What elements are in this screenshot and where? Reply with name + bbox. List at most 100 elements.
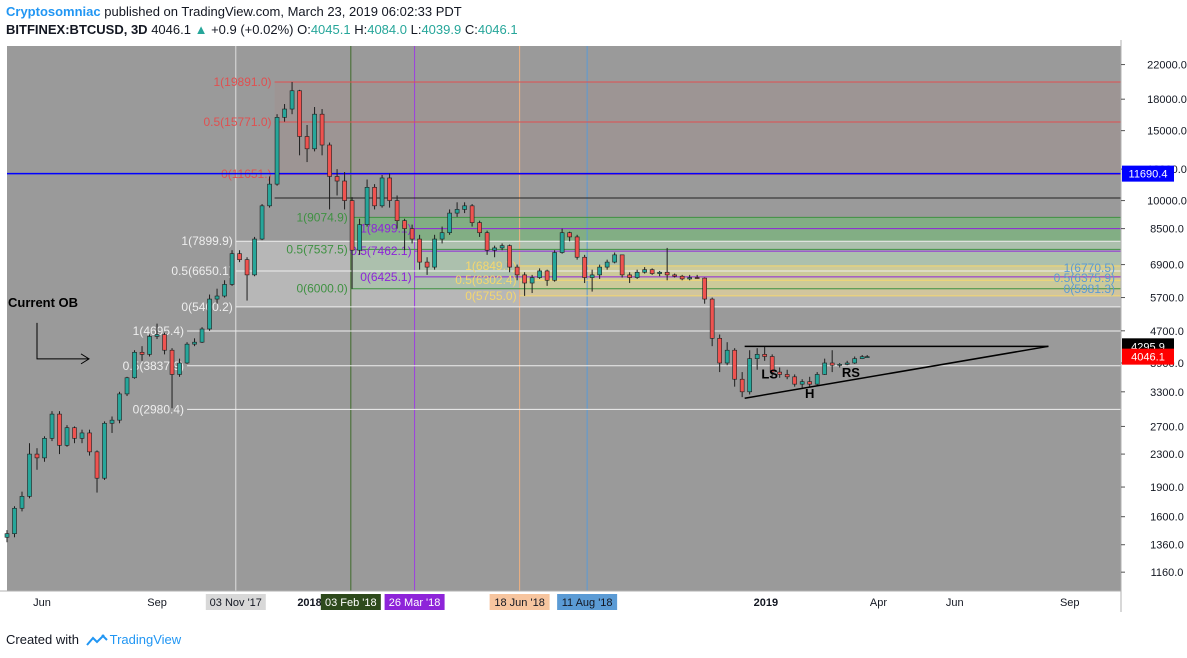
candle-body bbox=[102, 422, 107, 479]
fib-level-label: 1(4695.4) bbox=[133, 324, 184, 338]
candle-body bbox=[864, 356, 870, 358]
candle-body bbox=[297, 90, 302, 137]
candle-body bbox=[402, 220, 407, 229]
fib-level-label: 1(7899.9) bbox=[181, 234, 232, 248]
candle-body bbox=[319, 113, 325, 146]
candle-body bbox=[154, 334, 160, 337]
y-tick-label: 10000.0 bbox=[1147, 196, 1187, 208]
candle-body bbox=[642, 269, 647, 273]
author-link[interactable]: Cryptosomniac bbox=[6, 4, 101, 19]
candle-body bbox=[807, 381, 812, 385]
candle-body bbox=[64, 427, 70, 446]
close-value: 4046.1 bbox=[477, 22, 518, 37]
created-with-label: Created with bbox=[6, 632, 79, 647]
fib-level-label: 0(5400.2) bbox=[181, 300, 232, 314]
candle-body bbox=[492, 247, 497, 251]
low-label: L: bbox=[410, 22, 422, 37]
candle-body bbox=[177, 362, 182, 375]
candle-body bbox=[79, 432, 85, 439]
candle-body bbox=[672, 274, 677, 277]
candle-body bbox=[544, 270, 550, 281]
candle-body bbox=[207, 298, 212, 330]
candle-body bbox=[72, 427, 77, 439]
candle-body bbox=[552, 252, 557, 281]
candle-body bbox=[184, 343, 190, 364]
date-marker-tag bbox=[320, 594, 381, 610]
fib-level-label: 0.5(7462.1) bbox=[350, 244, 411, 258]
candle-body bbox=[762, 354, 767, 357]
fib-level-label: 0.5(6650.1) bbox=[171, 264, 232, 278]
price-tag-label: 11690.4 bbox=[1129, 169, 1168, 181]
candle-body bbox=[454, 209, 460, 214]
symbol-label[interactable]: BITFINEX:BTCUSD, 3D bbox=[6, 22, 148, 37]
price-tag bbox=[1122, 165, 1174, 182]
fib-level-label: 1(8499.1) bbox=[360, 222, 411, 236]
candle-body bbox=[499, 245, 505, 249]
candle-body bbox=[372, 186, 377, 207]
y-tick-label: 4700.0 bbox=[1150, 326, 1184, 338]
x-tick-label: Sep bbox=[1060, 597, 1080, 609]
ob-arrow-icon bbox=[36, 322, 90, 365]
candle-body bbox=[784, 374, 790, 378]
candle-body bbox=[702, 277, 707, 300]
fib-level-label: 1(19891.0) bbox=[214, 75, 272, 89]
y-tick-label: 15000.0 bbox=[1147, 126, 1187, 138]
candle-body bbox=[379, 177, 385, 207]
candle-body bbox=[139, 351, 145, 355]
candle-body bbox=[12, 507, 17, 534]
candle-body bbox=[484, 232, 490, 251]
candle-body bbox=[582, 256, 587, 278]
candle-body bbox=[34, 453, 40, 459]
candle-body bbox=[477, 222, 482, 234]
candle-body bbox=[222, 284, 227, 297]
candle-body bbox=[282, 108, 287, 118]
candle-body bbox=[732, 349, 737, 380]
annotation-current-ob: Current OB bbox=[8, 295, 78, 310]
annotation-ls: LS bbox=[761, 367, 778, 382]
candle-body bbox=[799, 381, 805, 385]
candle-body bbox=[844, 362, 850, 365]
right-fib-label: 0(5981.3) bbox=[1064, 282, 1115, 296]
candle-body bbox=[4, 533, 10, 538]
tradingview-brand[interactable]: TradingView bbox=[109, 632, 182, 647]
plot-pane bbox=[7, 46, 1121, 591]
candle-body bbox=[124, 377, 130, 395]
candle-body bbox=[304, 136, 310, 150]
candle-body bbox=[132, 351, 137, 379]
candle-body bbox=[792, 376, 797, 385]
candle-body bbox=[859, 356, 865, 359]
candle-body bbox=[664, 271, 670, 276]
candle-body bbox=[814, 374, 820, 385]
candle-body bbox=[289, 90, 295, 110]
candle-body bbox=[777, 371, 782, 375]
candle-body bbox=[597, 266, 602, 276]
candle-body bbox=[169, 349, 175, 375]
candle-body bbox=[259, 205, 265, 240]
date-marker-label: 18 Jun '18 bbox=[494, 597, 544, 609]
candle-body bbox=[649, 269, 655, 274]
open-label: O: bbox=[297, 22, 311, 37]
y-tick-label: 6900.0 bbox=[1150, 260, 1184, 272]
candle-body bbox=[507, 245, 512, 268]
fib-level-label: 1(9074.9) bbox=[296, 210, 347, 224]
candle-body bbox=[229, 253, 235, 285]
fib-level-label: 0(5755.0) bbox=[465, 289, 516, 303]
y-tick-label: 1900.0 bbox=[1150, 482, 1184, 494]
legend-ohlc: BITFINEX:BTCUSD, 3D 4046.1 ▲ +0.9 (+0.02… bbox=[6, 22, 518, 37]
y-tick-label: 22000.0 bbox=[1147, 60, 1187, 72]
candle-body bbox=[439, 232, 445, 240]
candle-body bbox=[754, 354, 760, 359]
candle-body bbox=[349, 200, 355, 251]
price-tag-label: 4046.1 bbox=[1131, 352, 1165, 364]
candle-body bbox=[447, 212, 452, 234]
candle-body bbox=[709, 298, 715, 339]
date-marker-label: 11 Aug '18 bbox=[562, 597, 613, 609]
candle-body bbox=[417, 238, 422, 263]
x-tick-label: Jun bbox=[946, 597, 964, 609]
price-chart[interactable]: 1(19891.0)0.5(15771.0)0(11651.)1(9074.9)… bbox=[0, 40, 1187, 624]
candle-body bbox=[342, 180, 347, 201]
x-tick-label: Sep bbox=[147, 597, 167, 609]
fib-level-label: 0.5(7537.5) bbox=[286, 242, 347, 256]
candle-body bbox=[237, 253, 242, 260]
fib-level-label: 1(6849.7) bbox=[465, 259, 516, 273]
